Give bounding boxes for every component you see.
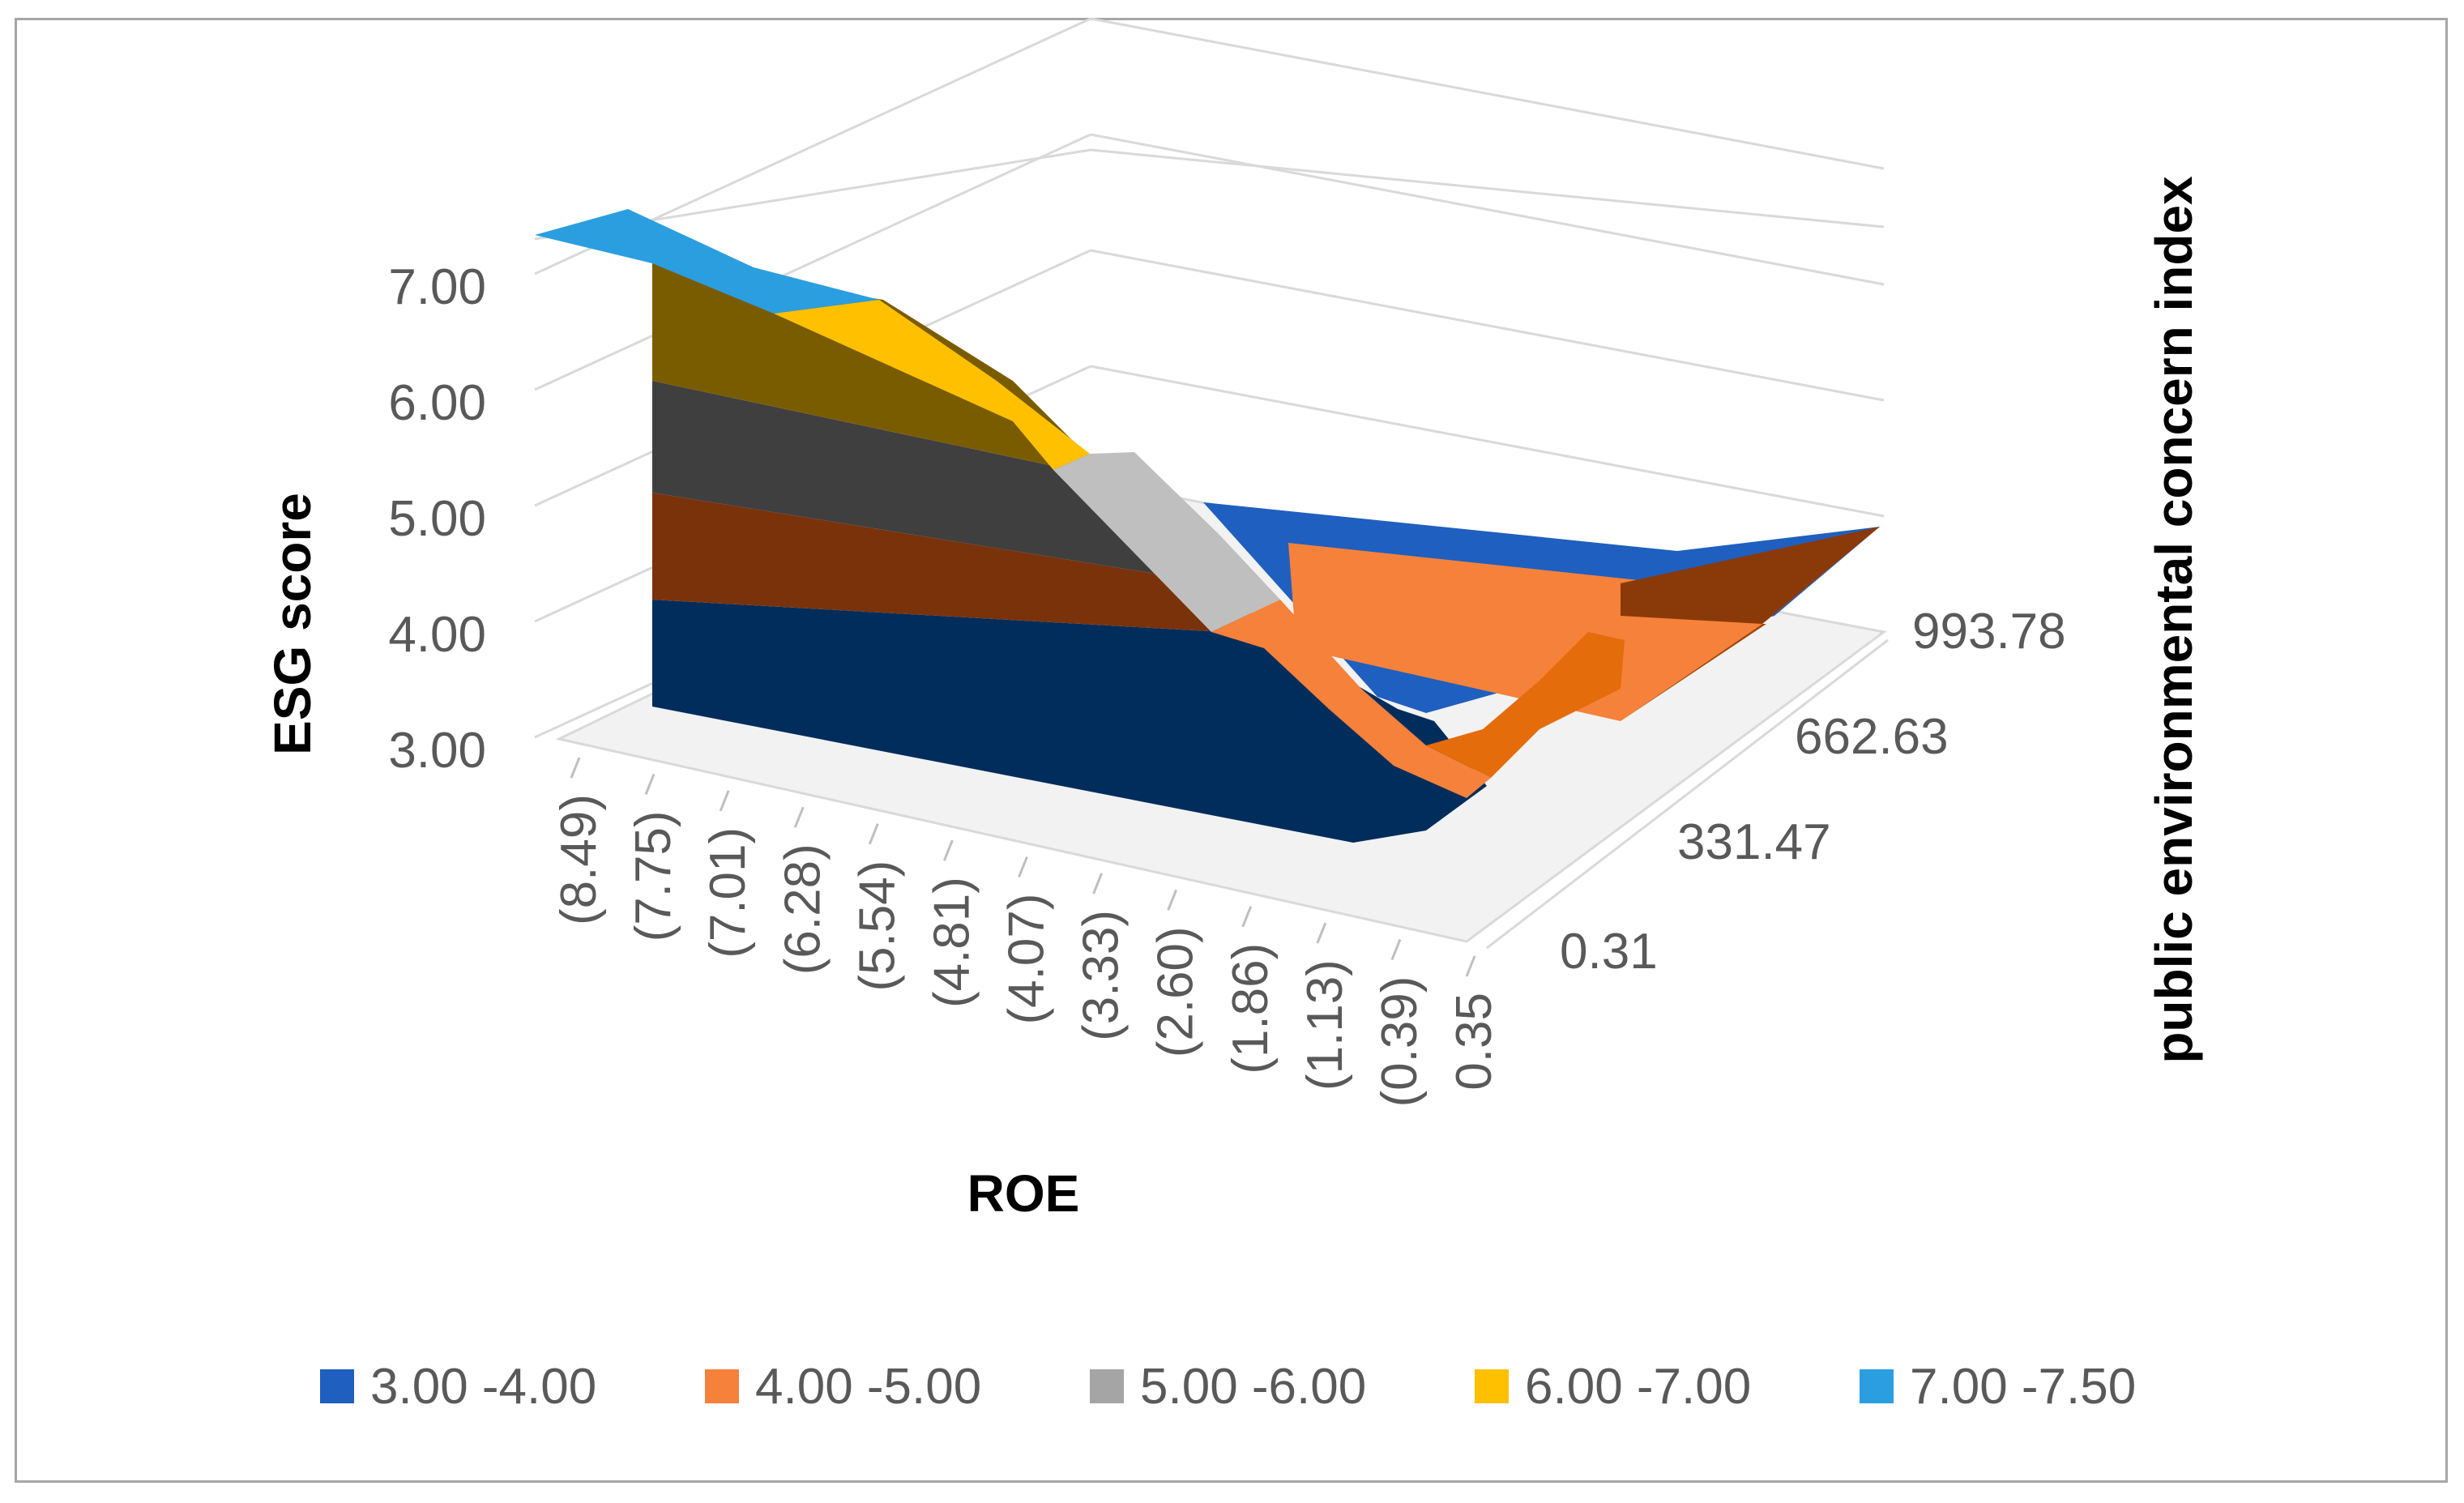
legend-label: 4.00 -5.00	[755, 1359, 981, 1415]
x-axis-title: ROE	[967, 1164, 1080, 1223]
x-tick-label: (1.86)	[1223, 943, 1279, 1074]
x-tick-mark	[1018, 856, 1028, 878]
legend: 3.00 -4.00 4.00 -5.00 5.00 -6.00 6.00 -7.00…	[320, 1359, 2136, 1415]
x-tick-mark	[1092, 873, 1103, 895]
z-tick-label: 331.47	[1677, 814, 1831, 870]
band-6-7	[652, 263, 1110, 478]
x-tick-mark	[570, 757, 581, 779]
x-tick-label: (7.75)	[626, 810, 681, 942]
z-tick-label: 993.78	[1912, 604, 2066, 660]
y-tick-label: 5.00	[388, 491, 486, 547]
legend-swatch	[1090, 1369, 1124, 1403]
top-band-6-7	[774, 300, 1090, 470]
x-tick-mark	[1241, 906, 1253, 928]
x-tick-label: (0.39)	[1372, 976, 1428, 1108]
gridline-left	[534, 133, 1091, 391]
x-tick-mark	[943, 839, 954, 861]
top-band-7-75	[535, 209, 879, 314]
legend-swatch	[705, 1369, 739, 1403]
x-tick-label: (5.54)	[849, 860, 905, 992]
z-tick-label: 0.31	[1560, 924, 1658, 980]
band-5-6	[652, 381, 1215, 583]
top-band-ridge	[1426, 632, 1625, 778]
legend-label: 3.00 -4.00	[370, 1359, 596, 1415]
legend-swatch	[1475, 1369, 1509, 1403]
legend-swatch	[320, 1369, 354, 1403]
y-axis-ticks: 3.00 4.00 5.00 6.00 7.00	[388, 259, 486, 779]
x-tick-label: (2.60)	[1148, 926, 1204, 1057]
gridline-back	[1090, 17, 1885, 170]
x-tick-mark	[868, 823, 879, 845]
surface-back	[1203, 502, 1880, 721]
gridline-back	[1090, 133, 1885, 286]
x-tick-label: (7.01)	[700, 827, 756, 959]
legend-label: 7.00 -7.50	[1910, 1359, 2136, 1415]
x-tick-mark	[793, 806, 805, 828]
surface-top	[535, 209, 1625, 798]
x-tick-mark	[719, 790, 730, 812]
x-tick-label: 0.35	[1446, 993, 1502, 1091]
legend-label: 6.00 -7.00	[1525, 1359, 1751, 1415]
y-tick-label: 7.00	[388, 259, 486, 315]
z-axis-title: public environmental concern index	[2145, 176, 2203, 1064]
top-band-5-6	[1053, 452, 1280, 632]
x-tick-label: (6.28)	[775, 843, 831, 975]
x-tick-mark	[1167, 889, 1178, 911]
top-band-4-5	[1211, 600, 1491, 798]
gridline-back	[1090, 249, 1885, 402]
band-4-5	[652, 493, 1264, 632]
y-tick-label: 3.00	[388, 723, 486, 779]
legend-label: 5.00 -6.00	[1140, 1359, 1366, 1415]
x-tick-label: (4.07)	[999, 894, 1055, 1025]
y-tick-label: 6.00	[388, 375, 486, 431]
gridline-back	[1090, 148, 1885, 228]
x-tick-label: (8.49)	[551, 794, 607, 925]
y-axis-title: ESG score	[263, 493, 322, 755]
x-tick-mark	[1390, 939, 1402, 961]
z-axis-ticks: 0.31 331.47 662.63 993.78	[1486, 604, 2066, 980]
x-tick-mark	[1316, 922, 1327, 944]
x-tick-label: (4.81)	[924, 877, 980, 1008]
legend-swatch	[1860, 1369, 1894, 1403]
right-wall-band	[1621, 527, 1880, 624]
gridline-back	[1090, 365, 1885, 518]
x-tick-label: (3.33)	[1074, 910, 1130, 1041]
y-tick-label: 4.00	[388, 607, 486, 663]
x-tick-mark	[1465, 955, 1476, 977]
x-axis-ticks: (8.49) (7.75) (7.01) (6.28) (5.54) (4.81) (4.0…	[551, 757, 1502, 1108]
x-tick-label: (1.13)	[1297, 959, 1353, 1091]
x-tick-mark	[644, 773, 656, 795]
z-axis-line	[1486, 638, 1889, 950]
z-tick-label: 662.63	[1795, 709, 1949, 765]
